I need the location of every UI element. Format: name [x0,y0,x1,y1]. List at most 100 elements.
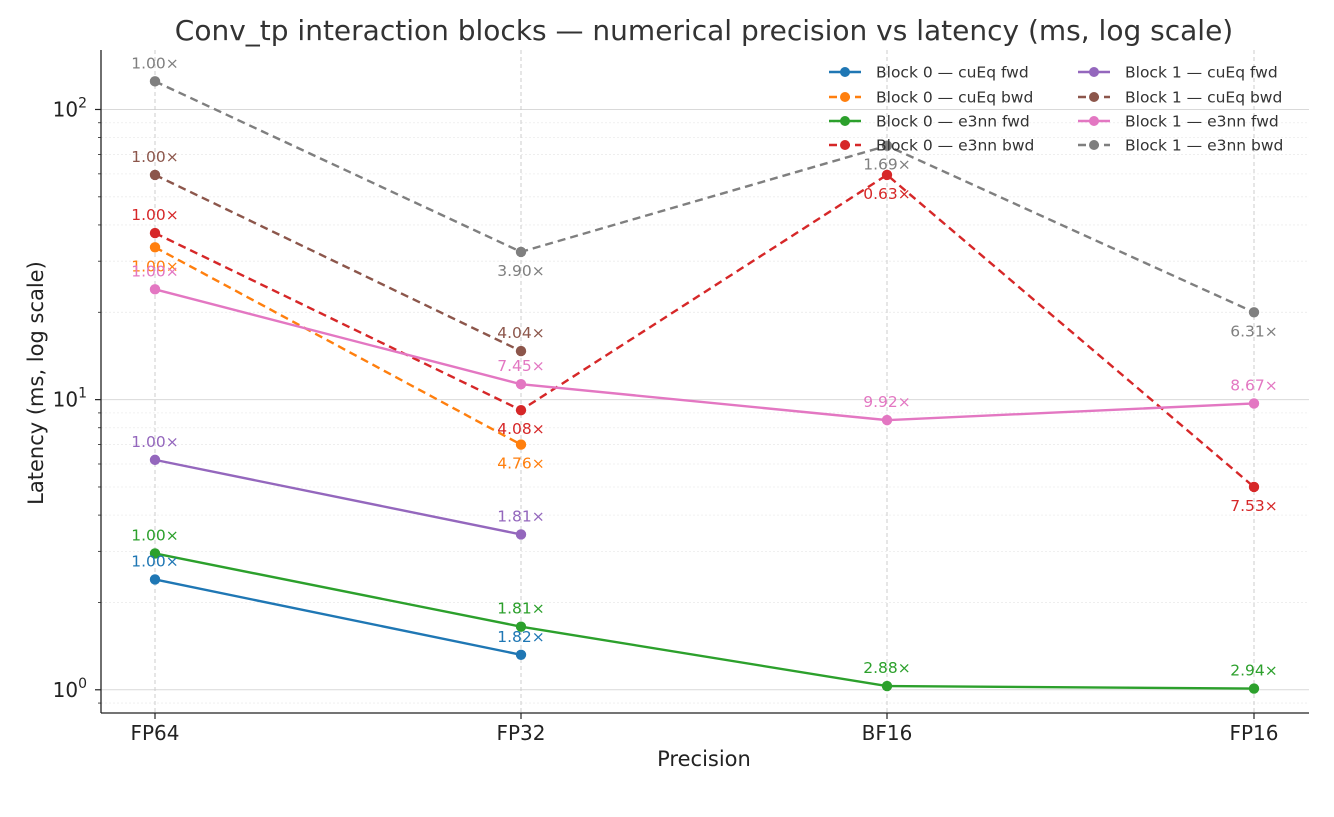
data-point [1248,683,1260,694]
data-label: 2.88× [863,659,911,677]
legend-label: Block 1 — cuEq bwd [1125,89,1282,107]
data-point [149,242,161,253]
legend-label: Block 0 — e3nn fwd [876,113,1030,131]
legend-marker [1089,116,1099,126]
data-label: 7.45× [497,357,545,375]
data-point [149,454,161,466]
legend-marker [1089,92,1099,102]
data-point [881,414,893,426]
series-line [154,578,522,656]
series-line [154,552,1255,690]
legend-item: Block 1 — cuEq fwd [1078,64,1278,82]
data-label: 4.76× [497,455,545,473]
data-label: 3.90× [497,262,545,280]
chart-title: Conv_tp interaction blocks — numerical p… [175,14,1233,47]
grid [101,50,1309,713]
series-layer [149,76,1260,694]
legend-label: Block 0 — cuEq bwd [876,89,1033,107]
data-label: 1.69× [863,156,911,174]
data-label: 1.81× [497,600,545,618]
legend-label: Block 1 — e3nn fwd [1125,113,1279,131]
series-line [154,173,522,353]
data-label: 1.82× [497,628,545,646]
data-point [149,284,161,295]
x-tick-label-fp64: FP64 [130,721,179,745]
series-block-0-e3nn-fwd [149,548,1260,694]
data-point [515,404,527,416]
legend-item: Block 0 — e3nn bwd [829,137,1034,155]
data-label: 1.81× [497,507,545,525]
series-block-1-cueq-bwd [149,169,527,357]
data-label: 1.00× [131,433,179,451]
data-label: 8.67× [1230,376,1278,394]
y-axis-label: Latency (ms, log scale) [24,261,48,505]
data-point [149,227,161,239]
data-point [881,140,893,151]
x-axis-label: Precision [657,747,751,771]
data-point [1248,398,1260,409]
data-label: 4.08× [497,420,545,438]
legend-item: Block 0 — e3nn fwd [829,113,1030,131]
legend-marker [840,92,850,102]
legend-label: Block 1 — e3nn bwd [1125,137,1283,155]
legend-label: Block 1 — cuEq fwd [1125,64,1278,82]
legend: Block 0 — cuEq fwd Block 0 — cuEq bwd Bloc… [829,64,1283,155]
legend-item: Block 0 — cuEq fwd [829,64,1029,82]
series-block-0-cueq-bwd [149,242,527,450]
data-point [515,379,527,390]
data-label: 1.00× [131,148,179,166]
data-label: 4.04× [497,324,545,342]
data-point [149,169,161,181]
series-block-0-cueq-fwd [149,574,527,661]
legend-item: Block 1 — cuEq bwd [1078,89,1282,107]
series-line [154,173,1255,488]
series-line [154,458,522,536]
data-label: 1.00× [131,54,179,72]
y-tick-label: 102 [53,95,87,121]
data-point [515,246,527,258]
data-label: 9.92× [863,393,911,411]
data-point [515,621,527,632]
series-block-1-e3nn-bwd [149,76,1260,318]
series-line [154,80,1255,314]
x-tick-label-fp16: FP16 [1229,721,1278,745]
data-label: 0.63× [863,185,911,203]
y-tick-label: 101 [53,386,87,412]
series-block-1-cueq-fwd [149,454,527,540]
data-label: 1.00× [131,552,179,570]
data-point [149,548,161,559]
data-point [515,345,527,357]
legend-marker [1089,140,1099,150]
data-label: 6.31× [1230,322,1278,340]
data-label: 1.00× [131,526,179,544]
x-tick-label-bf16: BF16 [862,721,913,745]
data-label: 2.94× [1230,662,1278,680]
legend-marker [840,67,850,77]
data-label: 7.53× [1230,497,1278,515]
data-label: 1.00× [131,206,179,224]
legend-item: Block 1 — e3nn fwd [1078,113,1279,131]
legend-marker [1089,67,1099,77]
x-tick-label-fp32: FP32 [496,721,545,745]
series-block-0-e3nn-bwd [149,169,1260,493]
data-point [149,76,161,87]
series-line [154,246,522,446]
legend-label: Block 0 — cuEq fwd [876,64,1029,82]
legend-item: Block 0 — cuEq bwd [829,89,1033,107]
data-point [515,529,527,540]
legend-label: Block 0 — e3nn bwd [876,137,1034,155]
data-point [1248,481,1260,493]
data-point [881,169,893,181]
legend-marker [840,140,850,150]
series-block-1-e3nn-fwd [149,284,1260,426]
axes: 100 101 102 FP64 FP32 BF16 FP16 [53,50,1309,745]
series-line [154,288,1255,422]
data-point [515,439,527,450]
data-point [515,649,527,661]
data-label: 1.00× [131,262,179,280]
legend-marker [840,116,850,126]
data-point [149,574,161,585]
data-label: 1.00× [131,257,179,275]
data-labels: 1.00× 1.82× 1.00× 4.76× 1.00× 1.81× 2.88× 2.94×… [131,54,1278,679]
